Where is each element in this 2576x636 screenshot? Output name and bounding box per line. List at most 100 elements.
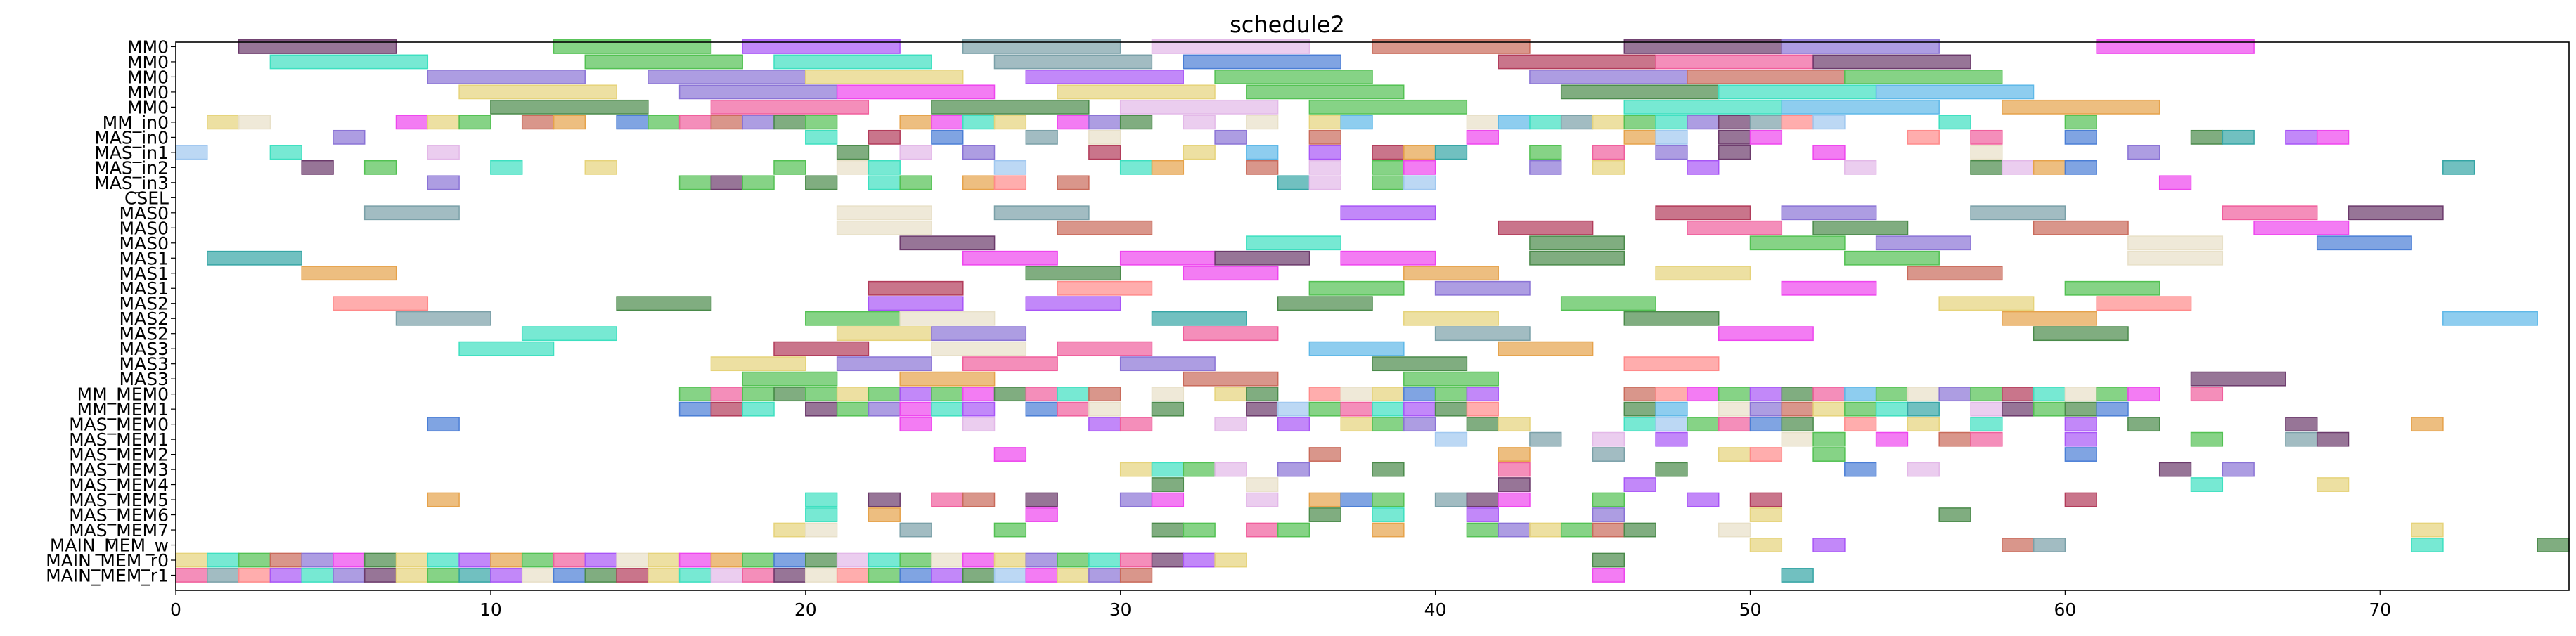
task-bar xyxy=(1938,115,1971,130)
task-bar xyxy=(1372,417,1405,432)
task-bar xyxy=(993,552,1027,568)
task-bar xyxy=(301,568,334,583)
task-bar xyxy=(1529,70,1688,84)
task-bar xyxy=(1151,387,1185,402)
task-bar xyxy=(1970,145,2003,160)
task-bar xyxy=(805,568,838,583)
task-bar xyxy=(931,326,1027,342)
task-bar xyxy=(805,401,838,417)
task-bar xyxy=(1088,568,1121,583)
task-bar xyxy=(1781,115,1814,130)
task-bar xyxy=(2064,401,2097,417)
task-bar xyxy=(2096,39,2255,54)
task-bar xyxy=(2285,129,2318,145)
task-bar xyxy=(1529,250,1625,266)
task-bar xyxy=(2127,417,2160,432)
task-bar xyxy=(805,507,838,522)
task-bar xyxy=(2033,401,2066,417)
task-bar xyxy=(2127,235,2224,251)
task-bar xyxy=(1372,145,1405,160)
task-bar xyxy=(1434,280,1531,296)
task-bar xyxy=(2002,99,2160,115)
task-bar xyxy=(1057,175,1090,190)
task-bar xyxy=(1057,401,1090,417)
y-tick-label: MAS_MEM1 xyxy=(69,429,169,450)
chart-title: schedule2 xyxy=(1230,11,1345,38)
task-bar xyxy=(1119,417,1153,432)
task-bar xyxy=(395,568,429,583)
task-bar xyxy=(1844,417,1877,432)
task-bar xyxy=(175,552,208,568)
x-tick-label: 50 xyxy=(1739,599,1762,620)
task-bar xyxy=(2064,447,2097,462)
task-bar xyxy=(1057,115,1090,130)
task-bar xyxy=(2316,129,2350,145)
task-bar xyxy=(1812,220,1909,235)
task-bar xyxy=(1592,431,1625,447)
task-bar xyxy=(1592,160,1625,175)
y-tick-label: MAS2 xyxy=(120,324,169,344)
task-bar xyxy=(395,311,491,326)
task-bar xyxy=(2285,417,2318,432)
task-bar xyxy=(1938,431,1971,447)
task-bar xyxy=(1749,447,1783,462)
task-bar xyxy=(1970,205,2066,221)
task-bar xyxy=(805,115,838,130)
task-bar xyxy=(1687,115,1720,130)
task-bar xyxy=(1781,99,1940,115)
task-bar xyxy=(1844,387,1877,402)
task-bar xyxy=(1592,447,1625,462)
task-bar xyxy=(2127,387,2160,402)
task-bar xyxy=(1812,447,1846,462)
task-bar xyxy=(584,160,617,175)
task-bar xyxy=(962,492,996,507)
task-bar xyxy=(742,115,775,130)
task-bar xyxy=(616,115,649,130)
task-bar xyxy=(899,175,932,190)
task-bar xyxy=(1687,492,1720,507)
task-bar xyxy=(2222,205,2318,221)
task-bar xyxy=(1246,160,1279,175)
y-tick-label: MAS_MEM4 xyxy=(69,475,169,495)
task-bar xyxy=(1623,99,1782,115)
task-bar xyxy=(427,568,460,583)
task-bar xyxy=(1844,70,2003,84)
task-bar xyxy=(1749,401,1783,417)
task-bars xyxy=(175,39,2570,583)
task-bar xyxy=(773,552,806,568)
task-bar xyxy=(1057,220,1153,235)
task-bar xyxy=(553,115,586,130)
task-bar xyxy=(1687,417,1720,432)
task-bar xyxy=(1119,115,1153,130)
task-bar xyxy=(1623,477,1656,492)
task-bar xyxy=(836,387,870,402)
task-bar xyxy=(1088,129,1121,145)
task-bar xyxy=(1749,129,1783,145)
y-tick-label: MAS0 xyxy=(120,233,169,254)
task-bar xyxy=(962,145,996,160)
task-bar xyxy=(931,401,964,417)
y-tick-label: MAS3 xyxy=(120,354,169,375)
task-bar xyxy=(269,568,302,583)
task-bar xyxy=(1844,160,1877,175)
task-bar xyxy=(395,552,429,568)
task-bar xyxy=(1308,99,1468,115)
y-tick-label: MM0 xyxy=(127,67,169,87)
x-tick-label: 60 xyxy=(2054,599,2076,620)
task-bar xyxy=(1277,522,1310,538)
task-bar xyxy=(1749,538,1783,552)
task-bar xyxy=(2096,401,2129,417)
task-bar xyxy=(1812,401,1846,417)
task-bar xyxy=(836,84,996,100)
task-bar xyxy=(1340,492,1373,507)
task-bar xyxy=(868,160,901,175)
task-bar xyxy=(553,568,586,583)
task-bar xyxy=(1623,417,1656,432)
task-bar xyxy=(1498,462,1531,477)
task-bar xyxy=(836,205,932,221)
task-bar xyxy=(1718,145,1751,160)
task-bar xyxy=(899,401,932,417)
task-bar xyxy=(1781,401,1814,417)
task-bar xyxy=(1687,387,1720,402)
task-bar xyxy=(1592,507,1625,522)
